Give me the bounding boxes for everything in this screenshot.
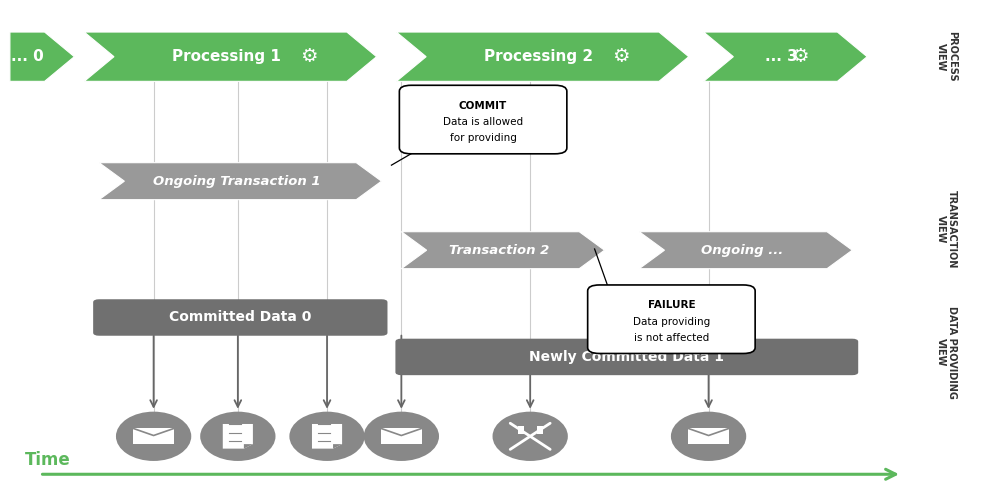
- Text: COMMIT: COMMIT: [459, 101, 507, 111]
- Text: Newly Committed Data 1: Newly Committed Data 1: [529, 350, 724, 364]
- FancyBboxPatch shape: [395, 339, 858, 375]
- Text: is not affected: is not affected: [634, 333, 709, 343]
- Ellipse shape: [493, 412, 568, 461]
- Polygon shape: [704, 32, 867, 81]
- Polygon shape: [333, 444, 342, 449]
- Polygon shape: [401, 232, 605, 269]
- Bar: [536, 426, 543, 434]
- Ellipse shape: [289, 412, 365, 461]
- Text: ... 3: ... 3: [764, 49, 798, 64]
- Polygon shape: [639, 232, 852, 269]
- FancyBboxPatch shape: [93, 299, 387, 336]
- Polygon shape: [244, 444, 253, 449]
- Polygon shape: [396, 32, 689, 81]
- Text: Data is allowed: Data is allowed: [443, 117, 523, 127]
- Ellipse shape: [116, 412, 191, 461]
- Ellipse shape: [671, 412, 746, 461]
- Text: FAILURE: FAILURE: [647, 300, 696, 311]
- Polygon shape: [99, 163, 382, 200]
- Bar: [517, 426, 524, 434]
- Text: TRANSACTION
VIEW: TRANSACTION VIEW: [936, 190, 957, 268]
- Ellipse shape: [364, 412, 439, 461]
- Bar: [133, 428, 174, 444]
- FancyBboxPatch shape: [588, 285, 755, 353]
- Text: Transaction 2: Transaction 2: [449, 244, 549, 257]
- Polygon shape: [10, 32, 74, 81]
- Polygon shape: [84, 32, 377, 81]
- Text: Data providing: Data providing: [633, 317, 710, 327]
- Bar: [688, 428, 729, 444]
- FancyBboxPatch shape: [399, 85, 567, 154]
- Text: PROCESS
VIEW: PROCESS VIEW: [936, 32, 957, 82]
- Text: Processing 1: Processing 1: [171, 49, 280, 64]
- Text: Time: Time: [25, 451, 70, 469]
- Text: Processing 2: Processing 2: [484, 49, 593, 64]
- Polygon shape: [223, 424, 253, 449]
- Bar: [381, 428, 422, 444]
- Text: ... 0: ... 0: [11, 49, 44, 64]
- Ellipse shape: [200, 412, 275, 461]
- Text: Committed Data 0: Committed Data 0: [169, 311, 311, 324]
- Text: ⚙: ⚙: [791, 47, 809, 66]
- Text: for providing: for providing: [450, 133, 516, 143]
- Text: Ongoing Transaction 1: Ongoing Transaction 1: [153, 175, 320, 188]
- Polygon shape: [312, 424, 342, 449]
- Text: DATA PROVIDING
VIEW: DATA PROVIDING VIEW: [936, 306, 957, 399]
- Text: ⚙: ⚙: [300, 47, 318, 66]
- Text: ⚙: ⚙: [612, 47, 630, 66]
- Text: Ongoing ...: Ongoing ...: [701, 244, 783, 257]
